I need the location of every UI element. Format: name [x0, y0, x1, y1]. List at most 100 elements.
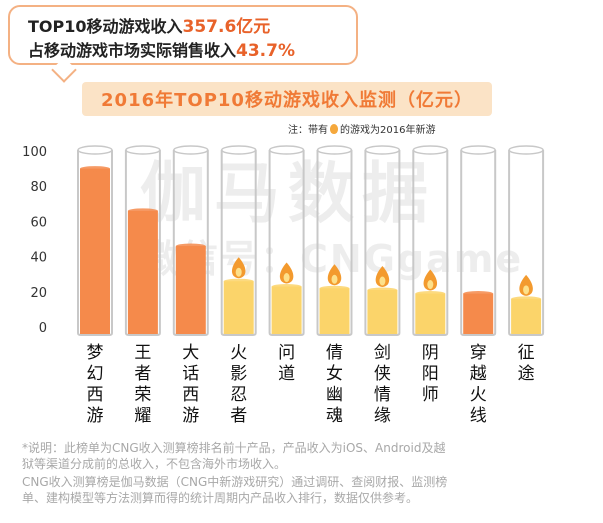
tube-outline — [124, 150, 161, 336]
x-category-label: 耀 — [134, 406, 151, 426]
bar — [511, 298, 542, 334]
callout-share-value: 43.7% — [236, 41, 295, 61]
y-tick-label: 0 — [39, 321, 47, 336]
callout-line-revenue: TOP10移动游戏收入357.6亿元 — [28, 12, 270, 37]
tube-outline — [77, 150, 113, 336]
callout-line-share: 占移动游戏市场实际销售收入43.7% — [28, 37, 295, 61]
bar — [367, 290, 398, 334]
title-banner — [82, 82, 492, 116]
x-category-label: 大 — [182, 343, 199, 363]
x-category-label: 阴 — [422, 343, 439, 363]
x-category-label: 幽 — [326, 385, 343, 405]
flame-core-icon — [379, 276, 386, 286]
x-category-label: 影 — [230, 364, 247, 384]
footnote-line-3: CNG收入测算榜是伽马数据（CNG中新游戏研究）通过调研、查阅财报、监测榜 — [22, 475, 448, 489]
bar — [319, 288, 350, 334]
y-tick-label: 100 — [22, 145, 47, 160]
tube-rim — [220, 145, 257, 155]
x-category-label: 缘 — [374, 406, 391, 426]
y-tick-label: 20 — [30, 286, 47, 301]
x-category-label: 穿 — [470, 343, 487, 363]
tube-outline — [364, 150, 401, 336]
x-category-label: 女 — [326, 364, 343, 384]
flame-core-icon — [523, 285, 530, 295]
callout-revenue-value: 357.6亿元 — [182, 17, 271, 37]
tube-rim — [508, 145, 544, 155]
bar-surface — [511, 296, 542, 302]
bar-surface — [271, 284, 302, 290]
x-category-label: 忍 — [230, 385, 247, 405]
bar — [223, 281, 254, 334]
x-category-label: 征 — [518, 343, 535, 363]
x-category-label: 倩 — [326, 343, 343, 363]
note-suffix: 的游戏为2016年新游 — [340, 125, 436, 136]
tube-rim — [77, 145, 113, 155]
x-category-label: 越 — [470, 364, 487, 384]
x-category-label: 线 — [470, 406, 487, 426]
x-category-label: 游 — [87, 406, 104, 426]
x-category-label: 火 — [230, 343, 247, 363]
tube-rim — [316, 145, 353, 155]
tube-outline — [412, 150, 449, 336]
tube-rim — [412, 145, 449, 155]
x-category-label: 话 — [182, 364, 199, 384]
y-tick-label: 60 — [30, 215, 47, 230]
bar — [80, 168, 110, 334]
x-category-label: 荣 — [134, 385, 151, 405]
tube-rim — [460, 145, 496, 155]
callout-share-label: 占移动游戏市场实际销售收入 — [28, 41, 237, 60]
tube-outline — [508, 150, 545, 336]
bar-surface — [223, 278, 254, 284]
x-category-label: 者 — [230, 406, 247, 426]
tube-outline — [316, 150, 353, 336]
tube-outline — [460, 150, 497, 336]
bar-surface — [367, 287, 398, 293]
tube-rim — [268, 145, 305, 155]
summary-callout — [8, 5, 358, 65]
chart-note: 注：带有 的游戏为2016年新游 — [288, 121, 435, 136]
tube-outline — [268, 150, 305, 336]
x-category-label: 魂 — [326, 406, 343, 426]
tube-outline — [172, 150, 209, 336]
x-category-label: 游 — [182, 406, 199, 426]
bar — [271, 286, 302, 334]
flame-core-icon — [235, 267, 242, 277]
tube-outline — [220, 150, 257, 336]
x-category-label: 梦 — [87, 343, 104, 363]
callout-revenue-label: TOP10移动游戏收入 — [28, 17, 183, 36]
bar-surface — [80, 166, 110, 172]
x-category-label: 侠 — [374, 364, 391, 384]
bar-surface — [175, 243, 206, 249]
x-category-label: 情 — [374, 385, 391, 405]
tube-rim — [125, 145, 161, 155]
x-category-label: 道 — [278, 364, 295, 384]
tube-rim — [173, 145, 209, 155]
x-category-label: 剑 — [374, 343, 391, 363]
flame-core-icon — [427, 280, 434, 290]
x-category-label: 西 — [87, 385, 104, 405]
x-category-label: 王 — [134, 343, 151, 363]
y-tick-label: 40 — [30, 251, 47, 266]
flame-core-icon — [283, 273, 290, 283]
bar-surface — [127, 208, 158, 214]
bar-surface — [415, 291, 446, 297]
x-category-label: 阳 — [422, 364, 439, 384]
note-prefix: 注：带有 — [288, 125, 328, 136]
chart-title: 2016年TOP10移动游戏收入监测（亿元） — [101, 90, 473, 111]
flame-icon — [330, 124, 338, 134]
bar-surface — [463, 291, 494, 297]
bar — [175, 246, 206, 334]
tube-rim — [364, 145, 401, 155]
footnote-line-2: 狱等渠道分成前的总收入，不包含海外市场收入。 — [22, 457, 287, 471]
footnote-line-4: 单、建构模型等方法测算而得的统计周期内产品收入排行，数据仅供参考。 — [22, 491, 419, 505]
bar — [463, 293, 494, 334]
bar — [127, 210, 158, 334]
flame-core-icon — [331, 274, 338, 284]
footnote-line-1: *说明：此榜单为CNG收入测算榜排名前十产品，产品收入为iOS、Android及… — [22, 441, 446, 455]
x-category-label: 师 — [422, 385, 439, 405]
x-category-label: 者 — [134, 364, 151, 384]
bar — [415, 293, 446, 334]
x-category-label: 幻 — [87, 364, 104, 384]
x-category-label: 西 — [182, 385, 199, 405]
